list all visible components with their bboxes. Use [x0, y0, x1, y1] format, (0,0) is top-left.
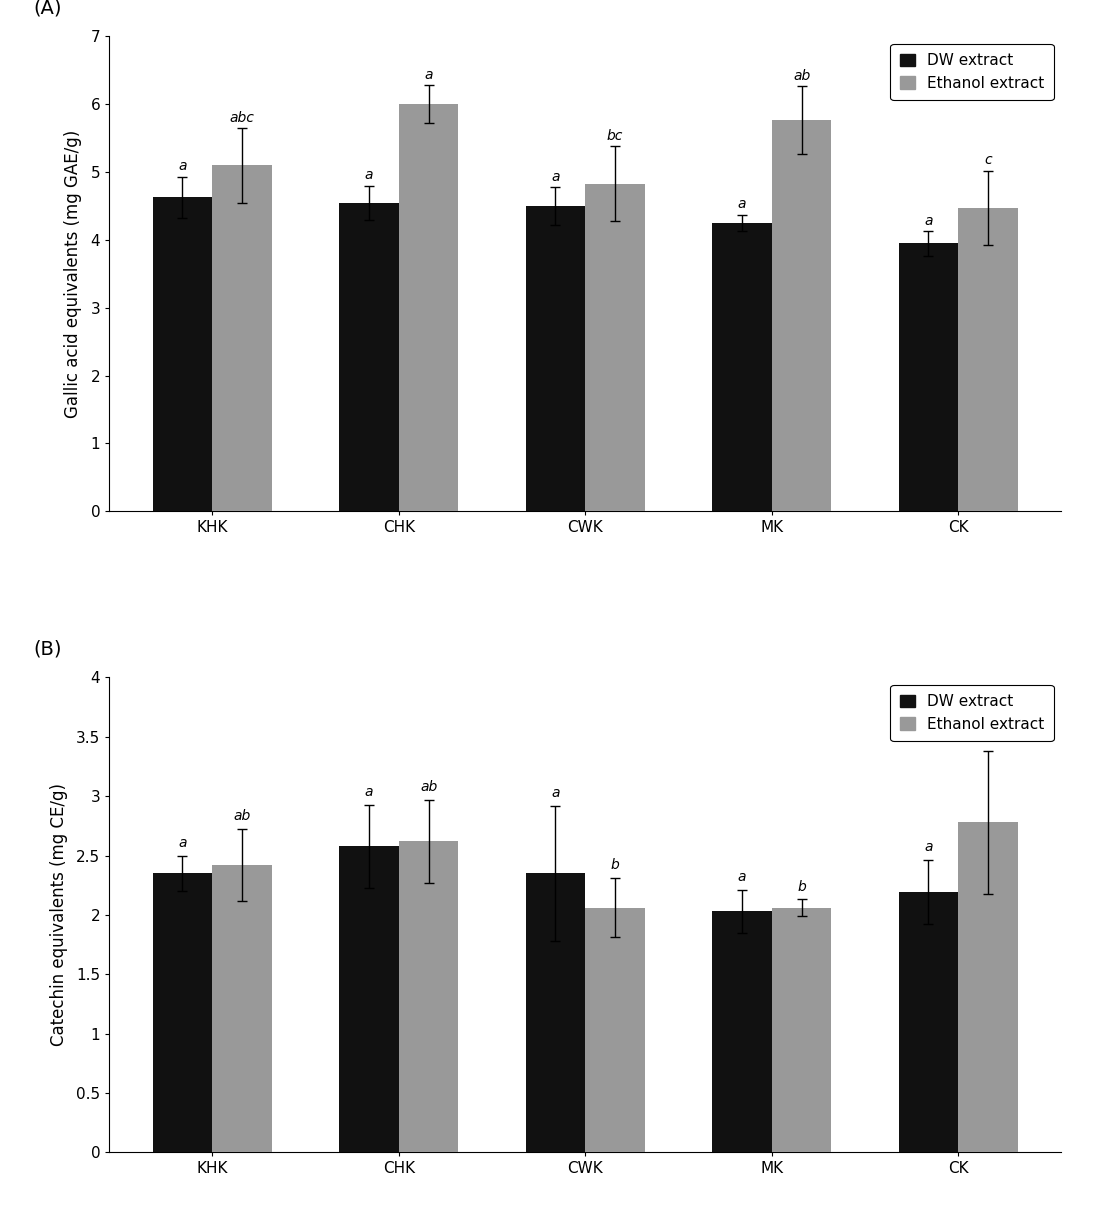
- Bar: [339, 203, 399, 511]
- Text: a: a: [924, 841, 933, 854]
- Text: a: a: [551, 786, 560, 799]
- Bar: [212, 165, 272, 511]
- Bar: [771, 120, 831, 511]
- Text: a: a: [424, 68, 433, 81]
- Bar: [585, 907, 645, 1152]
- Text: a: a: [178, 836, 187, 849]
- Text: bc: bc: [607, 129, 624, 143]
- Bar: [958, 207, 1017, 511]
- Text: b: b: [798, 879, 806, 894]
- Bar: [898, 244, 958, 511]
- Bar: [153, 198, 212, 511]
- Y-axis label: Gallic acid equivalents (mg GAE/g): Gallic acid equivalents (mg GAE/g): [65, 130, 82, 418]
- Bar: [339, 845, 399, 1152]
- Legend: DW extract, Ethanol extract: DW extract, Ethanol extract: [891, 685, 1054, 741]
- Text: a: a: [178, 159, 187, 173]
- Text: a: a: [551, 170, 560, 183]
- Text: a: a: [364, 785, 373, 798]
- Text: ab: ab: [233, 809, 251, 824]
- Bar: [958, 822, 1017, 1152]
- Bar: [585, 183, 645, 511]
- Bar: [399, 104, 458, 511]
- Y-axis label: Catechin equivalents (mg CE/g): Catechin equivalents (mg CE/g): [50, 784, 68, 1047]
- Text: a: a: [924, 213, 933, 228]
- Text: a: a: [364, 169, 373, 182]
- Text: a: a: [737, 198, 746, 211]
- Text: c: c: [985, 153, 992, 167]
- Bar: [712, 223, 771, 511]
- Bar: [399, 842, 458, 1152]
- Bar: [153, 873, 212, 1152]
- Text: ab: ab: [793, 68, 811, 82]
- Bar: [525, 873, 585, 1152]
- Text: a: a: [984, 731, 992, 745]
- Bar: [771, 907, 831, 1152]
- Legend: DW extract, Ethanol extract: DW extract, Ethanol extract: [891, 44, 1054, 99]
- Text: (B): (B): [33, 639, 61, 659]
- Bar: [212, 865, 272, 1152]
- Bar: [898, 893, 958, 1152]
- Bar: [525, 206, 585, 511]
- Text: abc: abc: [230, 110, 255, 125]
- Text: ab: ab: [420, 780, 438, 793]
- Text: a: a: [737, 870, 746, 884]
- Text: b: b: [610, 858, 619, 872]
- Text: (A): (A): [33, 0, 61, 17]
- Bar: [712, 911, 771, 1152]
